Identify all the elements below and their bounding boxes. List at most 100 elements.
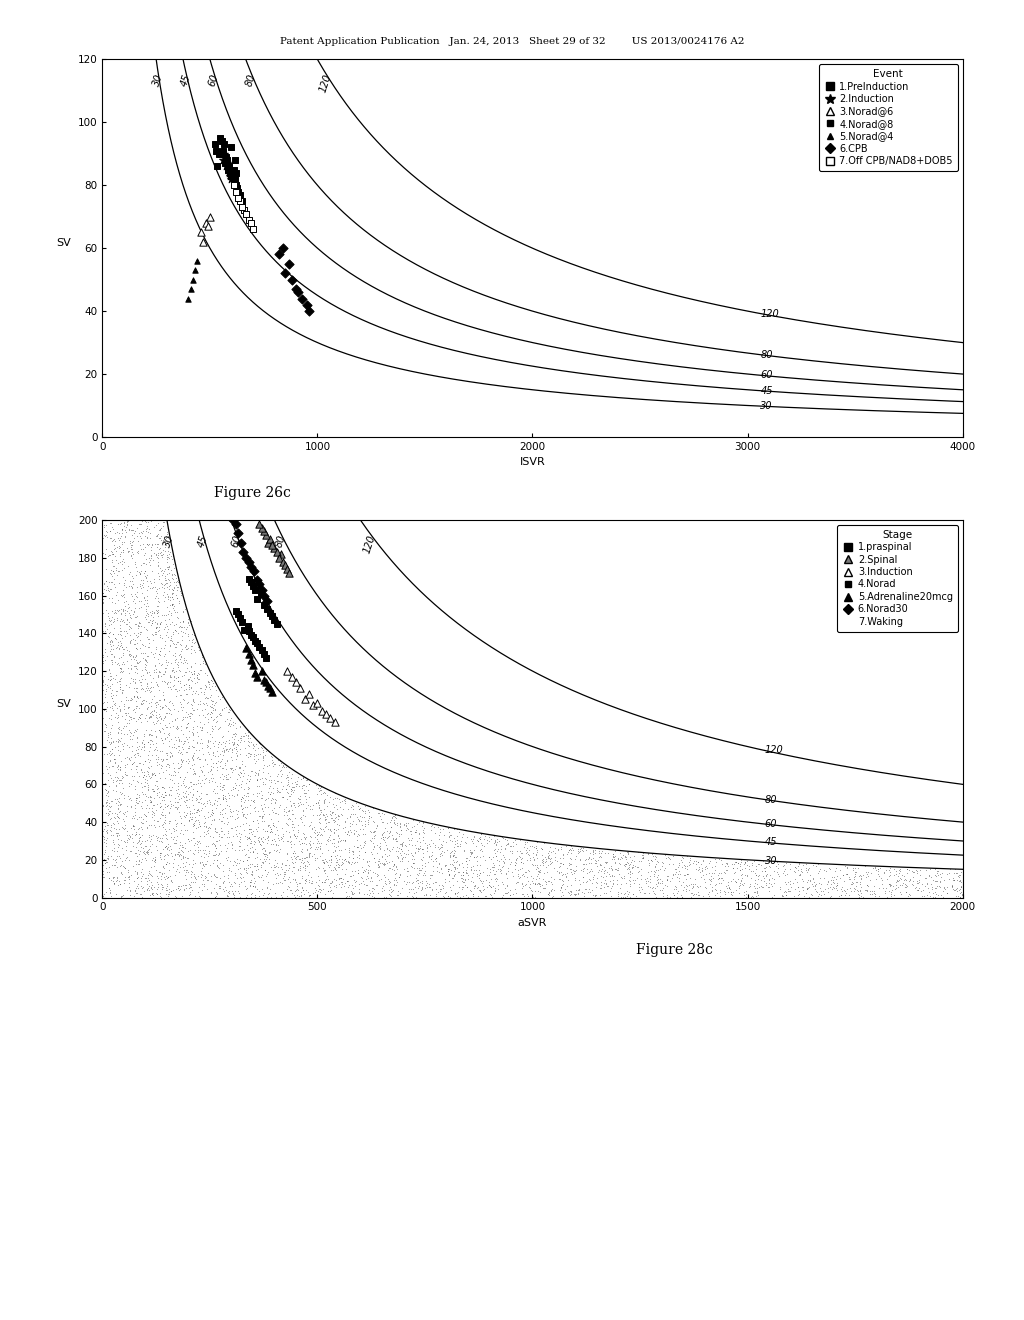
Point (234, 803, 251, 824)
Point (209, 783, 225, 804)
Point (113, 668, 129, 689)
Point (155, 838, 171, 859)
Point (178, 657, 195, 678)
Point (111, 599, 127, 620)
Point (554, 884, 570, 906)
Point (480, 875, 497, 896)
Point (179, 692, 196, 713)
Point (102, 682, 119, 704)
Point (137, 805, 154, 826)
Point (199, 791, 215, 812)
Point (200, 822, 216, 843)
Point (154, 875, 170, 896)
Point (481, 862, 498, 883)
Point (418, 874, 434, 895)
Point (203, 706, 219, 727)
Point (292, 785, 308, 807)
Point (173, 812, 189, 833)
Point (197, 663, 213, 684)
Point (129, 833, 145, 854)
Point (200, 836, 216, 857)
Point (521, 840, 538, 861)
Point (181, 702, 198, 723)
Point (933, 884, 949, 906)
Point (432, 858, 449, 879)
Point (257, 796, 273, 817)
Point (510, 859, 526, 880)
Point (138, 517, 155, 539)
Point (249, 768, 265, 789)
Point (765, 873, 781, 894)
Text: 60: 60 (229, 533, 243, 548)
Point (743, 853, 760, 874)
Point (381, 873, 397, 894)
Point (463, 828, 479, 849)
Point (188, 833, 205, 854)
Point (804, 874, 820, 895)
Point (206, 865, 222, 886)
Point (199, 704, 215, 725)
Point (444, 867, 461, 888)
Point (95, 680, 112, 701)
Point (106, 645, 123, 667)
Point (820, 878, 837, 899)
Point (519, 837, 536, 858)
Point (243, 557, 259, 578)
Point (321, 854, 337, 875)
Point (219, 149, 236, 170)
Point (380, 822, 396, 843)
Point (204, 800, 220, 821)
Point (938, 883, 954, 904)
Point (162, 635, 178, 656)
Point (314, 851, 331, 873)
Point (224, 165, 241, 186)
Point (207, 133, 223, 154)
Point (155, 697, 171, 718)
Point (529, 842, 546, 863)
Point (431, 874, 447, 895)
Point (122, 561, 138, 582)
Point (243, 830, 259, 851)
Point (595, 866, 611, 887)
Point (97, 836, 114, 857)
Point (451, 876, 467, 898)
Point (287, 869, 303, 890)
Point (338, 882, 354, 903)
Point (323, 804, 339, 825)
Point (555, 853, 571, 874)
Point (117, 814, 133, 836)
Point (466, 859, 482, 880)
Point (596, 863, 612, 884)
Point (354, 814, 371, 836)
Point (521, 887, 538, 908)
Point (246, 746, 262, 767)
Point (139, 710, 156, 731)
Point (167, 792, 183, 813)
Point (256, 585, 272, 606)
Point (197, 706, 213, 727)
Point (778, 884, 795, 906)
Point (386, 805, 402, 826)
Point (215, 774, 231, 795)
Point (262, 783, 279, 804)
Point (598, 865, 614, 886)
Point (365, 880, 381, 902)
Point (172, 692, 188, 713)
Point (152, 543, 168, 564)
Point (528, 865, 545, 886)
Point (678, 859, 694, 880)
Point (180, 669, 197, 690)
Point (411, 875, 427, 896)
Point (157, 767, 173, 788)
Point (176, 801, 193, 822)
Point (104, 739, 121, 760)
Point (507, 859, 523, 880)
Point (129, 659, 145, 680)
Point (181, 676, 198, 697)
Point (191, 851, 208, 873)
Point (222, 817, 239, 838)
Point (538, 857, 554, 878)
Point (209, 850, 225, 871)
Point (118, 840, 134, 861)
Point (458, 850, 474, 871)
